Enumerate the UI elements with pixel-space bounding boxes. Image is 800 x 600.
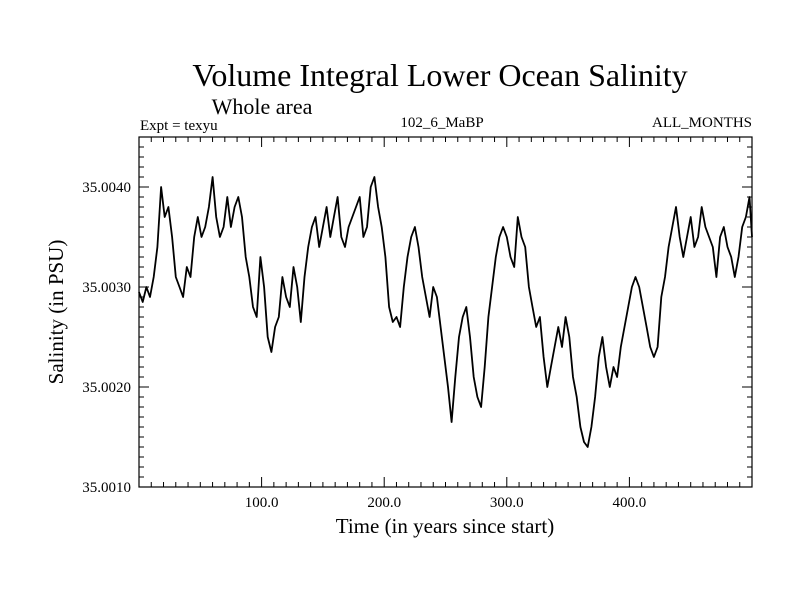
annotation-months: ALL_MONTHS <box>652 115 752 131</box>
y-tick-label: 35.0020 <box>82 380 131 396</box>
x-tick-label: 100.0 <box>245 495 279 511</box>
y-tick-labels: 35.0010 35.0020 35.0030 35.0040 <box>82 180 131 496</box>
x-tick-label: 200.0 <box>367 495 401 511</box>
y-tick-label: 35.0010 <box>82 480 131 496</box>
annotation-expt: Expt = texyu <box>140 118 218 134</box>
y-axis-label: Salinity (in PSU) <box>44 240 68 385</box>
x-tick-label: 400.0 <box>613 495 647 511</box>
chart-title: Volume Integral Lower Ocean Salinity <box>192 57 687 93</box>
x-tick-labels: 100.0 200.0 300.0 400.0 <box>245 495 647 511</box>
salinity-series-line <box>138 176 753 448</box>
x-axis-label: Time (in years since start) <box>336 514 555 538</box>
chart-subtitle: Whole area <box>212 94 313 119</box>
y-tick-label: 35.0040 <box>82 180 131 196</box>
y-tick-label: 35.0030 <box>82 280 131 296</box>
x-tick-label: 300.0 <box>490 495 524 511</box>
annotation-run-id: 102_6_MaBP <box>400 115 483 131</box>
